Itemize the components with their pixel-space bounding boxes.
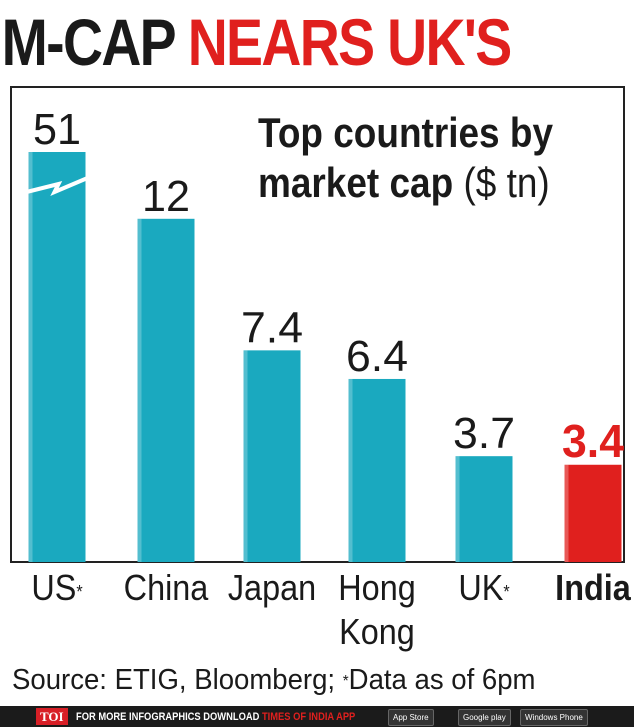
bar-hong-kong	[348, 378, 406, 562]
source-suffix: Data as of 6pm	[348, 664, 536, 696]
google-play-badge[interactable]: Google play	[458, 709, 511, 726]
headline-part2: NEARS UK'S	[187, 5, 513, 79]
category-label-hong-kong: Hong Kong	[338, 567, 416, 652]
category-label-japan: Japan	[227, 567, 317, 608]
value-label-china: 12	[142, 172, 190, 221]
headline: M-CAP NEARS UK'S	[0, 0, 534, 84]
bar-china	[137, 218, 195, 563]
bar-bevel	[564, 464, 569, 562]
bar-us	[28, 152, 86, 562]
chart-title-unit: ($ tn)	[463, 159, 550, 206]
source-prefix: Source: ETIG, Bloomberg;	[12, 664, 343, 696]
value-label-hong-kong: 6.4	[346, 332, 408, 381]
windows-phone-badge[interactable]: Windows Phone	[520, 709, 588, 726]
app-store-badge[interactable]: App Store	[388, 709, 434, 726]
category-label-china: China	[123, 567, 209, 608]
bar-bevel	[243, 350, 248, 562]
footer-cta: FOR MORE INFOGRAPHICS DOWNLOAD	[75, 710, 262, 723]
footer-text: FOR MORE INFOGRAPHICS DOWNLOAD TIMES OF …	[76, 711, 355, 723]
bar-uk	[455, 456, 513, 562]
chart-title-line1: Top countries by	[258, 109, 554, 156]
toi-logo: TOI	[36, 708, 68, 725]
headline-part1: M-CAP	[1, 5, 188, 79]
bar-india	[564, 464, 622, 562]
bar-bevel	[455, 456, 460, 562]
axis-break-mark	[26, 176, 89, 196]
bar-japan	[243, 350, 301, 562]
source-asterisk: *	[342, 673, 349, 690]
category-label-india: India	[555, 567, 631, 608]
footer-bar: TOI FOR MORE INFOGRAPHICS DOWNLOAD TIMES…	[0, 706, 634, 727]
chart-title-line2: market cap ($ tn)	[258, 158, 575, 208]
value-label-japan: 7.4	[241, 303, 303, 352]
value-label-uk: 3.7	[453, 409, 515, 458]
category-label-uk: UK*	[458, 567, 510, 608]
bar-bevel	[137, 218, 142, 563]
chart-frame	[10, 86, 625, 562]
bar-bevel	[348, 378, 353, 562]
value-label-us: 51	[33, 105, 81, 154]
chart-title: Top countries by market cap ($ tn)	[258, 108, 575, 208]
bar-bevel	[28, 152, 33, 562]
value-label-india: 3.4	[562, 415, 624, 467]
chart-title-bold: market cap	[258, 159, 464, 206]
category-label-us: US*	[31, 567, 83, 608]
source-note: Source: ETIG, Bloomberg; *Data as of 6pm	[12, 660, 601, 700]
footer-app-name: TIMES OF INDIA APP	[261, 710, 355, 723]
